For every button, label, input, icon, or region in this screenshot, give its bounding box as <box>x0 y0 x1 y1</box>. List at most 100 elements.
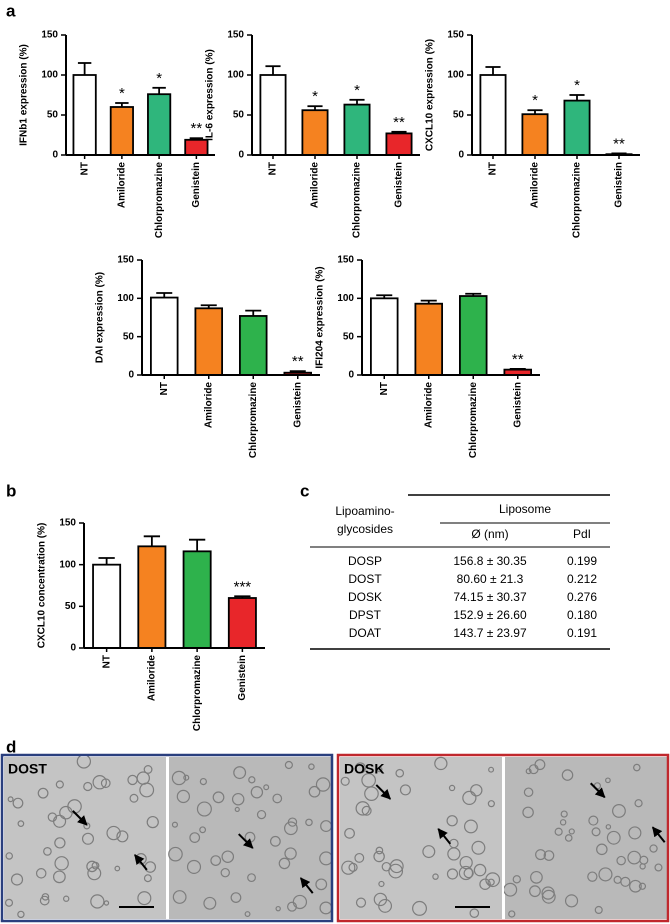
vesicle <box>53 814 67 828</box>
vesicle <box>199 777 207 786</box>
group-header: Liposome <box>499 502 551 516</box>
vesicle <box>171 821 178 828</box>
table-cell: 0.180 <box>567 608 597 622</box>
y-tick-label: 150 <box>117 255 134 266</box>
vesicle <box>292 894 308 910</box>
y-tick-label: 50 <box>65 601 77 612</box>
vesicle <box>114 865 121 872</box>
x-tick-label: NT <box>79 162 90 175</box>
significance-label: ** <box>512 351 524 368</box>
bar <box>343 103 371 156</box>
vesicle <box>541 889 556 904</box>
x-tick-label: Amiloride <box>310 162 321 209</box>
vesicle <box>340 776 350 786</box>
y-axis-label: IL-6 expression (%) <box>205 49 216 141</box>
y-axis-label: DAI expression (%) <box>95 272 106 363</box>
x-tick-label: Chlorpromazine <box>154 162 165 239</box>
table-cell: DOSP <box>348 554 382 568</box>
vesicle <box>529 885 541 898</box>
vesicle <box>354 852 365 863</box>
vesicle <box>561 769 574 781</box>
vesicle <box>471 840 486 855</box>
y-tick-label: 0 <box>458 150 464 161</box>
vesicle <box>432 873 439 880</box>
vesicle <box>633 763 641 772</box>
y-tick-label: 100 <box>117 293 134 304</box>
table-cell: DOST <box>348 572 382 586</box>
vesicle <box>628 826 642 840</box>
vesicle <box>473 863 487 877</box>
row-header: Lipoamino- <box>335 504 394 518</box>
vesicle <box>183 774 190 781</box>
vesicle <box>568 828 575 835</box>
vesicle <box>470 784 483 797</box>
vesicle <box>17 910 25 919</box>
table-cell: DPST <box>349 608 382 622</box>
vesicle <box>35 868 47 879</box>
y-tick-label: 100 <box>227 70 244 81</box>
bar <box>72 74 97 156</box>
vesicle <box>233 766 247 780</box>
vesicle <box>354 762 367 774</box>
vesicle <box>448 784 456 792</box>
vesicle <box>361 805 372 816</box>
vesicle <box>639 863 646 870</box>
x-tick-label: Amiloride <box>423 382 434 429</box>
vesicle <box>284 847 297 860</box>
y-tick-label: 50 <box>47 110 59 121</box>
vesicle <box>17 820 25 828</box>
vesicle <box>55 780 64 789</box>
significance-label: ** <box>191 120 203 137</box>
vesicle <box>355 897 367 908</box>
vesicle <box>250 786 264 799</box>
vesicle <box>43 847 52 856</box>
bar <box>259 74 287 156</box>
vesicle <box>399 784 411 796</box>
vesicle <box>388 863 404 879</box>
bar <box>385 132 413 156</box>
vesicle <box>305 818 313 827</box>
arrow <box>72 810 88 826</box>
x-tick-label: Genistein <box>394 162 405 208</box>
vesicle <box>412 900 427 916</box>
vesicle <box>605 824 612 830</box>
x-tick-label: Amiloride <box>530 162 541 209</box>
significance-label: * <box>119 85 125 102</box>
vesicle <box>512 875 521 884</box>
panel-label: d <box>6 737 16 756</box>
vesicle <box>220 867 230 878</box>
vesicle <box>612 804 626 818</box>
vesicle <box>172 890 187 904</box>
bar <box>182 550 212 649</box>
table-cell: 74.15 ± 30.37 <box>453 590 527 604</box>
y-tick-label: 150 <box>59 518 76 529</box>
vesicle <box>139 782 155 798</box>
x-tick-label: Chlorpromazine <box>352 162 363 239</box>
arrow <box>299 877 314 894</box>
vesicle <box>199 826 207 834</box>
vesicle <box>39 895 50 906</box>
vesicle <box>137 891 152 906</box>
vesicle <box>230 892 242 903</box>
x-tick-label: Genistein <box>191 162 202 208</box>
x-tick-label: Amiloride <box>203 382 214 429</box>
arrow <box>437 828 452 845</box>
vesicle <box>186 859 202 874</box>
y-tick-label: 150 <box>447 30 464 41</box>
x-tick-label: Amiloride <box>117 162 128 209</box>
bar <box>301 109 329 156</box>
bar <box>194 307 223 376</box>
arrow <box>651 826 666 843</box>
table-cell: 143.7 ± 23.97 <box>453 626 527 640</box>
significance-label: ** <box>393 114 405 131</box>
table-cell: 0.199 <box>567 554 597 568</box>
vesicle <box>535 849 547 861</box>
vesicle <box>605 777 611 784</box>
vesicle <box>462 790 477 806</box>
vesicle <box>7 796 14 803</box>
bar <box>92 563 122 649</box>
bar <box>414 302 443 376</box>
vesicle <box>263 784 270 791</box>
vesicle <box>459 855 473 870</box>
micrograph-label: DOSK <box>344 761 384 777</box>
